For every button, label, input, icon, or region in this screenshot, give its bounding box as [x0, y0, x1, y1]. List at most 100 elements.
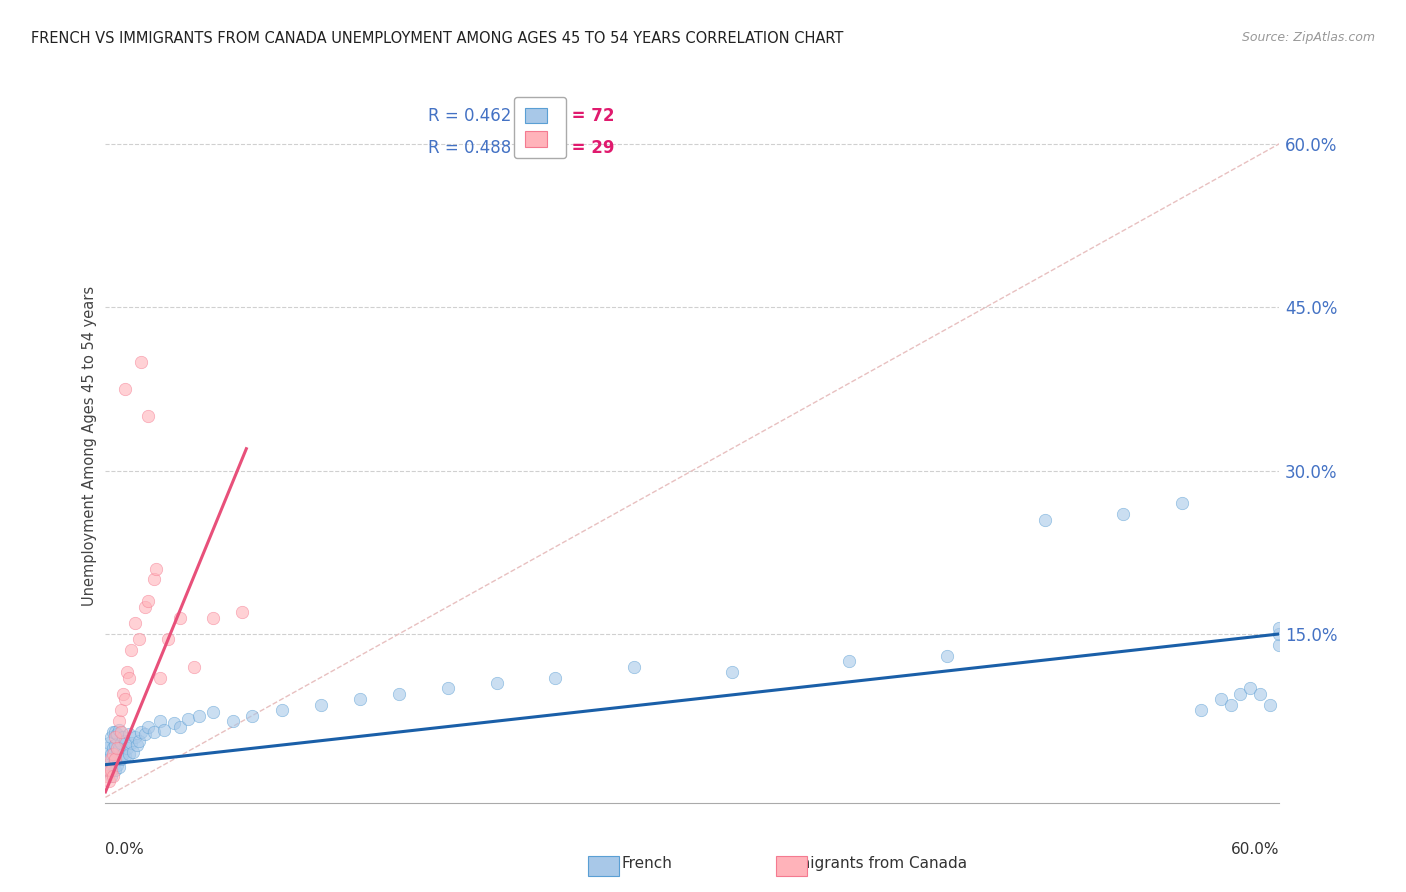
Point	[169, 720, 191, 734]
Point	[100, 747, 122, 761]
Point	[143, 725, 166, 739]
Point	[163, 716, 186, 731]
Point	[1268, 627, 1291, 641]
Point	[1112, 507, 1135, 521]
Point	[100, 768, 122, 782]
Point	[120, 736, 142, 750]
Point	[1258, 698, 1281, 712]
Point	[129, 354, 152, 368]
Point	[153, 723, 176, 737]
Point	[720, 665, 742, 679]
Point	[134, 727, 156, 741]
Point	[1268, 638, 1291, 652]
Point	[188, 708, 211, 723]
Point	[105, 745, 128, 759]
Text: 60.0%: 60.0%	[1232, 842, 1279, 857]
Point	[437, 681, 460, 696]
Point	[115, 665, 138, 679]
Point	[104, 752, 127, 766]
Text: French: French	[621, 856, 672, 871]
Point	[169, 610, 191, 624]
Point	[129, 725, 152, 739]
Point	[108, 760, 131, 774]
Point	[96, 757, 118, 772]
Point	[349, 692, 371, 706]
Point	[125, 738, 148, 752]
Point	[124, 615, 146, 630]
Point	[105, 727, 128, 741]
Point	[838, 654, 860, 668]
Point	[1033, 512, 1056, 526]
Point	[202, 610, 225, 624]
Point	[1229, 687, 1251, 701]
Point	[121, 745, 143, 759]
Point	[98, 763, 121, 777]
Point	[110, 725, 132, 739]
Point	[110, 703, 132, 717]
Text: N = 72: N = 72	[551, 107, 614, 125]
Point	[138, 720, 160, 734]
Point	[149, 714, 172, 728]
Point	[103, 741, 125, 756]
Point	[118, 727, 141, 741]
Point	[157, 632, 180, 647]
Point	[128, 632, 150, 647]
Point	[124, 731, 146, 745]
Text: FRENCH VS IMMIGRANTS FROM CANADA UNEMPLOYMENT AMONG AGES 45 TO 54 YEARS CORRELAT: FRENCH VS IMMIGRANTS FROM CANADA UNEMPLO…	[31, 31, 844, 46]
Point	[138, 409, 160, 423]
Point	[388, 687, 411, 701]
Point	[98, 763, 121, 777]
Point	[114, 382, 136, 396]
Point	[138, 594, 160, 608]
Point	[114, 692, 136, 706]
Point	[176, 712, 198, 726]
Text: N = 29: N = 29	[551, 139, 614, 157]
Point	[96, 768, 118, 782]
Point	[240, 708, 263, 723]
Text: R = 0.462: R = 0.462	[429, 107, 512, 125]
Point	[98, 774, 121, 789]
Point	[1249, 687, 1271, 701]
Text: R = 0.488: R = 0.488	[429, 139, 512, 157]
Point	[104, 763, 127, 777]
Point	[544, 671, 567, 685]
Point	[112, 687, 135, 701]
Point	[935, 648, 957, 663]
Legend: , : ,	[513, 97, 565, 158]
Point	[183, 659, 205, 673]
Point	[149, 671, 172, 685]
Point	[105, 757, 128, 772]
Point	[103, 757, 125, 772]
Point	[103, 747, 125, 761]
Point	[202, 706, 225, 720]
Point	[114, 733, 136, 747]
Point	[1189, 703, 1212, 717]
Point	[105, 741, 128, 756]
Point	[114, 748, 136, 763]
Point	[623, 659, 645, 673]
Point	[143, 573, 166, 587]
Point	[120, 643, 142, 657]
Text: Immigrants from Canada: Immigrants from Canada	[776, 856, 967, 871]
Point	[1219, 698, 1241, 712]
Point	[309, 698, 332, 712]
Point	[98, 752, 121, 766]
Point	[145, 561, 167, 575]
Y-axis label: Unemployment Among Ages 45 to 54 years: Unemployment Among Ages 45 to 54 years	[82, 286, 97, 606]
Point	[103, 768, 125, 782]
Point	[134, 599, 156, 614]
Point	[110, 736, 132, 750]
Point	[115, 741, 138, 756]
Point	[1209, 692, 1232, 706]
Point	[100, 752, 122, 766]
Point	[112, 747, 135, 761]
Point	[128, 733, 150, 747]
Point	[108, 741, 131, 756]
Point	[98, 736, 121, 750]
Point	[1239, 681, 1261, 696]
Point	[118, 671, 141, 685]
Point	[108, 714, 131, 728]
Point	[110, 752, 132, 766]
Point	[100, 731, 122, 745]
Point	[100, 763, 122, 777]
